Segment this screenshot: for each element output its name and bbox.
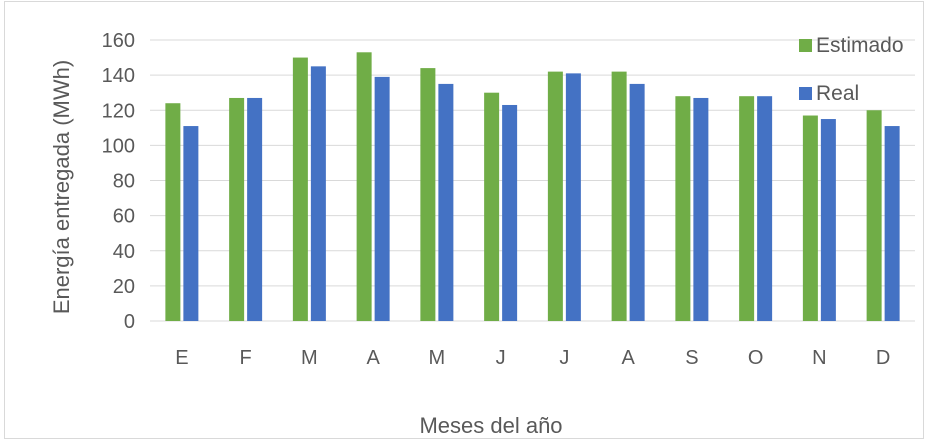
x-tick-label: J	[559, 347, 569, 369]
y-tick-label: 80	[113, 171, 135, 193]
bars	[165, 52, 900, 322]
y-tick-label: 40	[113, 241, 135, 263]
bar-estimado	[356, 52, 372, 321]
bar-estimado	[292, 57, 308, 321]
y-tick-label: 60	[113, 206, 135, 228]
x-tick-label: O	[748, 347, 764, 369]
bar-real	[693, 97, 709, 321]
bar-real	[502, 104, 518, 321]
chart-area: 0 20 40 60 80 100 120 140 160 E F M A M J J A S O N D Energ…	[4, 1, 924, 439]
legend: Estimado Real	[799, 34, 904, 105]
bar-estimado	[675, 96, 691, 321]
x-tick-label: F	[240, 347, 252, 369]
bar-estimado	[866, 110, 882, 321]
bar-estimado	[484, 92, 500, 321]
bar-real	[310, 66, 326, 321]
y-tick-label: 100	[102, 135, 135, 157]
x-tick-label: S	[685, 347, 698, 369]
bar-real	[183, 126, 199, 322]
bar-estimado	[229, 97, 245, 321]
y-tick-label: 140	[102, 65, 135, 87]
bar-real	[374, 76, 390, 321]
legend-swatch-real	[799, 87, 812, 100]
bar-chart: 0 20 40 60 80 100 120 140 160 E F M A M J J A S O N D Energ…	[49, 30, 915, 438]
y-tick-label: 0	[124, 311, 135, 333]
bar-real	[247, 97, 263, 321]
bar-estimado	[165, 103, 181, 321]
x-tick-label: D	[876, 347, 890, 369]
bar-real	[820, 119, 836, 321]
bar-estimado	[547, 71, 563, 321]
y-tick-label: 160	[102, 30, 135, 52]
bar-real	[884, 126, 900, 322]
x-tick-label: E	[175, 347, 188, 369]
bar-real	[757, 96, 773, 321]
x-tick-label: A	[366, 347, 380, 369]
legend-label-estimado: Estimado	[816, 34, 904, 57]
x-tick-label: N	[812, 347, 826, 369]
x-tick-label: A	[621, 347, 635, 369]
x-axis-title: Meses del año	[419, 413, 562, 438]
x-tick-label: J	[496, 347, 506, 369]
bar-real	[629, 83, 645, 321]
x-tick-label: M	[301, 347, 318, 369]
bar-estimado	[802, 115, 818, 321]
bar-real	[438, 83, 454, 321]
legend-swatch-estimado	[799, 39, 812, 52]
legend-label-real: Real	[816, 82, 859, 105]
bar-real	[565, 73, 581, 322]
bar-estimado	[739, 96, 755, 321]
y-axis-title: Energía entregada (MWh)	[49, 60, 74, 314]
y-axis-ticks: 0 20 40 60 80 100 120 140 160	[102, 30, 135, 333]
gridlines	[150, 39, 915, 322]
bar-estimado	[611, 71, 627, 321]
y-tick-label: 120	[102, 100, 135, 122]
y-tick-label: 20	[113, 276, 135, 298]
x-tick-label: M	[429, 347, 446, 369]
bar-estimado	[420, 68, 436, 321]
